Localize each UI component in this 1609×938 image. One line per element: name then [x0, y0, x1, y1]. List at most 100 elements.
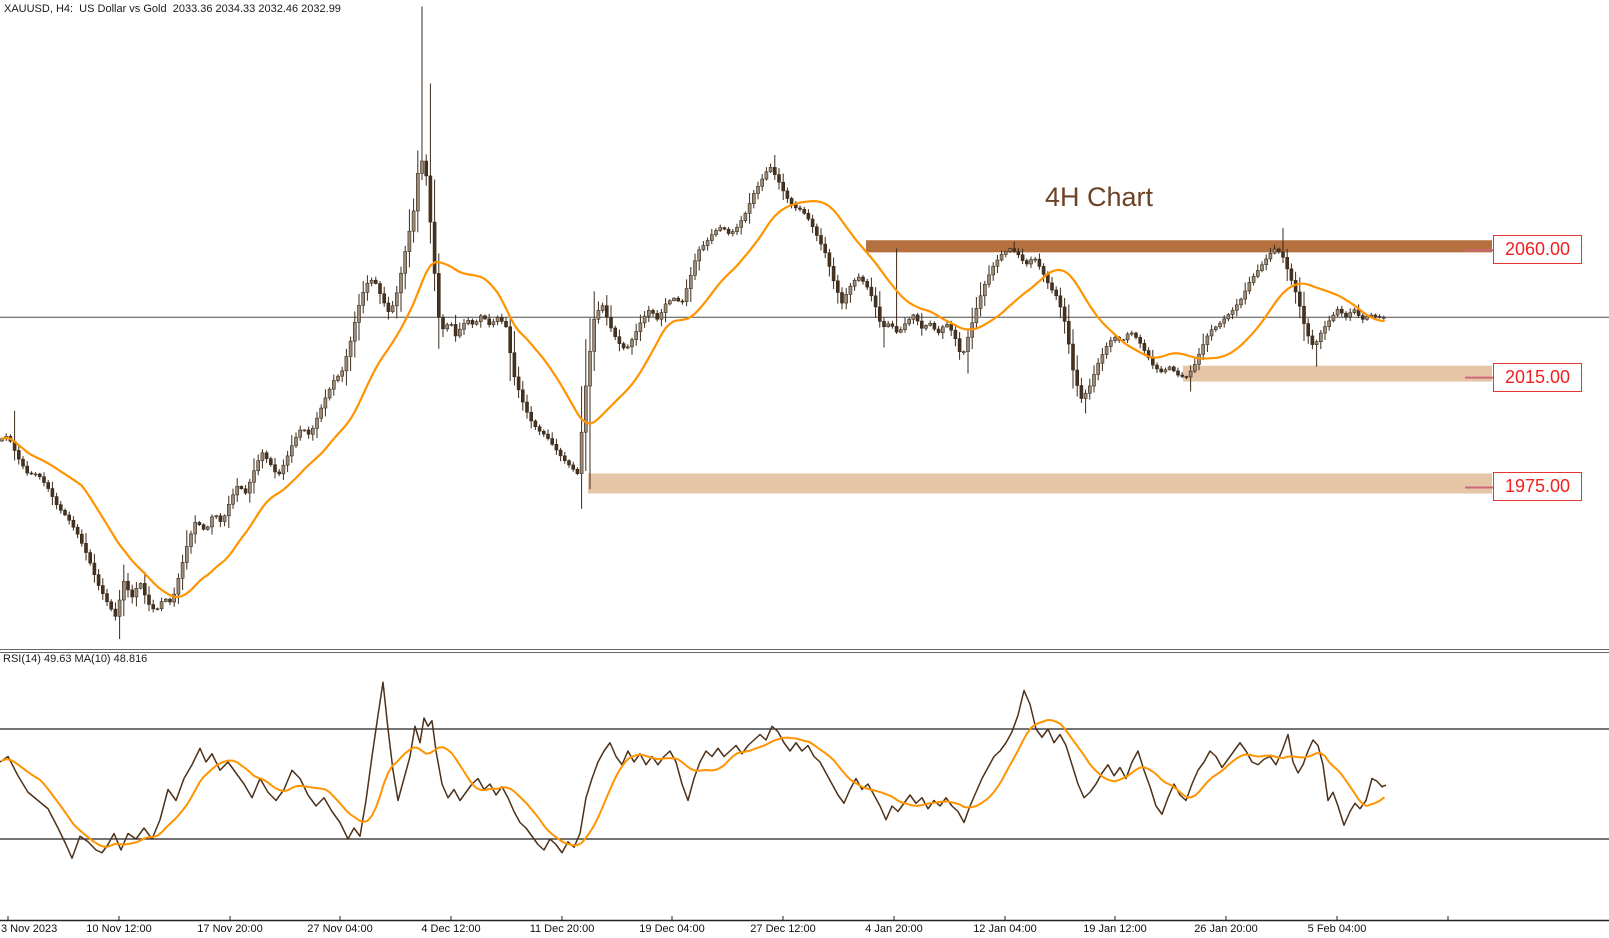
- candle: [1344, 312, 1348, 318]
- candle: [155, 608, 160, 611]
- candle: [1361, 315, 1365, 320]
- candle: [352, 322, 357, 342]
- symbol-title: XAUUSD, H4: US Dollar vs Gold 2033.36 20…: [4, 3, 341, 15]
- candle: [882, 321, 886, 328]
- candle: [1209, 329, 1214, 337]
- candle: [764, 171, 769, 180]
- candle: [411, 210, 416, 232]
- candle: [25, 465, 30, 474]
- candle: [802, 209, 807, 214]
- candle: [243, 488, 248, 494]
- candle: [1020, 254, 1025, 261]
- candle: [365, 282, 370, 293]
- candle: [231, 494, 235, 505]
- time-axis-label: 4 Dec 12:00: [421, 923, 481, 935]
- price-zone[interactable]: [866, 240, 1492, 253]
- candle: [84, 542, 88, 553]
- candle: [718, 227, 723, 231]
- candle: [701, 245, 706, 251]
- candle: [504, 321, 508, 328]
- candle: [1247, 282, 1252, 292]
- time-axis-label: 11 Dec 20:00: [529, 923, 595, 935]
- candle: [747, 203, 752, 214]
- candle: [420, 160, 424, 174]
- candle: [1012, 248, 1017, 252]
- candle: [466, 320, 471, 324]
- candle: [289, 445, 294, 457]
- candle: [491, 321, 496, 325]
- candle: [760, 178, 765, 187]
- price-zone[interactable]: [588, 473, 1492, 494]
- candle: [1226, 314, 1231, 320]
- candle: [348, 340, 353, 357]
- candle: [487, 318, 492, 325]
- candle: [936, 328, 941, 333]
- candle: [945, 324, 949, 328]
- candle: [189, 533, 193, 547]
- candle: [1323, 326, 1327, 334]
- candle: [613, 327, 618, 337]
- rsi-indicator-label: RSI(14) 49.63 MA(10) 48.816: [3, 653, 148, 665]
- candle: [642, 315, 647, 324]
- candle: [697, 249, 702, 262]
- candle: [1289, 268, 1294, 281]
- candle: [1159, 368, 1163, 373]
- rsi-ma-line: [1, 718, 1385, 848]
- candle: [449, 324, 454, 326]
- candle: [1163, 369, 1168, 373]
- candle: [105, 593, 109, 603]
- candle: [201, 524, 206, 530]
- candle: [814, 226, 819, 236]
- candle: [1104, 346, 1109, 355]
- candle: [886, 323, 891, 328]
- time-axis-label: 27 Nov 04:00: [307, 923, 373, 935]
- candle: [432, 221, 437, 274]
- candle: [361, 291, 366, 306]
- candle: [1062, 306, 1067, 322]
- candle: [399, 272, 403, 294]
- price-level-label-support-2[interactable]: 1975.00: [1493, 472, 1582, 502]
- candle: [625, 346, 630, 349]
- candle: [331, 380, 336, 390]
- candle: [877, 306, 882, 322]
- candle: [848, 285, 853, 295]
- chart-annotation[interactable]: 4H Chart: [1045, 182, 1154, 212]
- price-ma-line: [0, 199, 1385, 599]
- candle: [42, 476, 46, 483]
- candle: [890, 323, 895, 327]
- candle: [508, 326, 513, 354]
- price-level-label-resistance[interactable]: 2060.00: [1493, 235, 1582, 265]
- candle: [688, 275, 693, 289]
- candle: [1075, 369, 1079, 386]
- candle: [709, 234, 714, 241]
- candle: [953, 329, 958, 339]
- candle: [457, 328, 462, 337]
- candle: [117, 599, 122, 617]
- candle: [1016, 251, 1021, 256]
- candle: [915, 314, 920, 322]
- candle: [579, 431, 584, 474]
- candle: [1134, 332, 1138, 338]
- candle: [319, 407, 324, 419]
- time-axis-label: 10 Nov 12:00: [86, 923, 152, 935]
- candle: [785, 190, 790, 199]
- candle: [298, 429, 303, 438]
- candle: [1230, 309, 1235, 315]
- candle: [130, 589, 134, 598]
- time-axis-label: 3 Nov 2023: [1, 923, 58, 935]
- candle: [134, 587, 139, 598]
- candle: [684, 288, 689, 302]
- candle: [474, 321, 479, 325]
- candle: [554, 443, 559, 451]
- candle: [575, 468, 580, 474]
- price-zone[interactable]: [1183, 365, 1492, 382]
- candle: [138, 583, 143, 589]
- candle: [1256, 270, 1260, 277]
- candle: [323, 397, 328, 409]
- candle: [37, 473, 42, 478]
- candle: [378, 283, 382, 294]
- candle: [1277, 248, 1281, 253]
- candle: [634, 331, 639, 340]
- price-level-label-support-1[interactable]: 2015.00: [1493, 362, 1582, 392]
